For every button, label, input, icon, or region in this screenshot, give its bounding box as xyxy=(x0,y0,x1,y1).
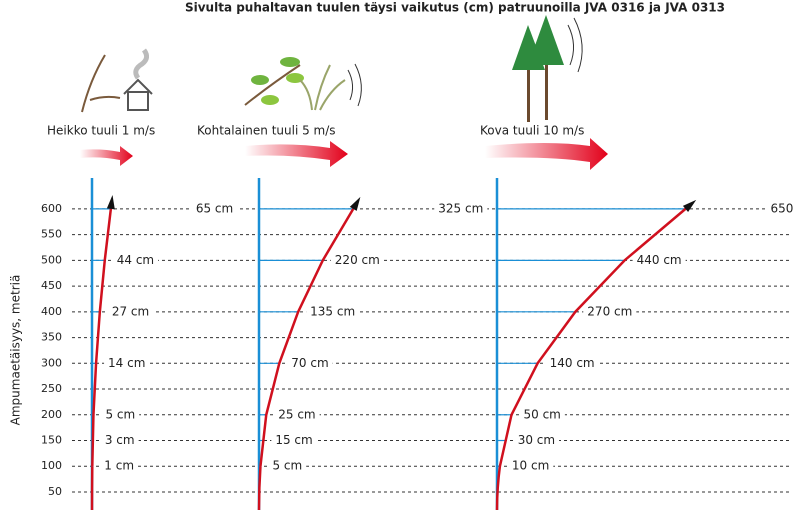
drift-label: 5 cm xyxy=(272,459,302,473)
drift-label: 50 cm xyxy=(524,407,561,421)
y-tick-label: 550 xyxy=(41,228,62,241)
drift-label: 5 cm xyxy=(105,407,135,421)
label-bg xyxy=(100,432,139,449)
panel-title: Heikko tuuli 1 m/s xyxy=(47,124,155,138)
y-tick-label: 600 xyxy=(41,202,62,215)
curve-tail xyxy=(257,466,262,511)
label-bg xyxy=(513,432,560,449)
icon-weak xyxy=(81,48,153,113)
label-bg xyxy=(101,406,140,423)
icon-moderate xyxy=(244,57,362,111)
y-tick-label: 400 xyxy=(41,305,62,318)
drift-label: 135 cm xyxy=(310,304,355,318)
drift-label: 27 cm xyxy=(112,304,149,318)
label-bg xyxy=(107,303,154,320)
icon-strong xyxy=(512,15,583,122)
y-tick-label: 250 xyxy=(41,382,62,395)
label-bg xyxy=(507,458,554,475)
drift-label: 140 cm xyxy=(550,356,595,370)
drift-label: 44 cm xyxy=(117,253,154,267)
y-tick-label: 100 xyxy=(41,459,62,472)
label-bg xyxy=(268,458,307,475)
drift-label: 440 cm xyxy=(637,253,682,267)
y-tick-label: 300 xyxy=(41,356,62,369)
bullet xyxy=(349,196,361,211)
trajectory xyxy=(498,207,687,467)
label-bg xyxy=(274,406,320,423)
bullet xyxy=(682,199,697,212)
y-tick-label: 500 xyxy=(41,253,62,266)
wind-arrow xyxy=(485,138,608,170)
y-tick-label: 150 xyxy=(41,434,62,447)
drift-label: 14 cm xyxy=(108,356,145,370)
wind-arrow xyxy=(80,146,133,166)
label-bg xyxy=(545,355,599,372)
label-bg xyxy=(287,355,333,372)
y-axis-label: Ampumaetäisyys, metriä xyxy=(9,275,23,426)
label-bg xyxy=(100,458,139,475)
label-bg xyxy=(104,355,150,372)
drift-label: 270 cm xyxy=(587,304,632,318)
bullet xyxy=(106,194,115,210)
label-bg xyxy=(112,252,159,269)
drift-label: 10 cm xyxy=(512,459,549,473)
trajectory xyxy=(91,208,113,467)
label-bg xyxy=(330,252,384,269)
label-bg xyxy=(766,200,795,217)
y-tick-label: 50 xyxy=(48,485,62,498)
y-tick-label: 450 xyxy=(41,279,62,292)
drift-label: 70 cm xyxy=(291,356,328,370)
drift-label: 15 cm xyxy=(275,433,312,447)
curve-tail xyxy=(495,466,502,511)
panel-title: Kohtalainen tuuli 5 m/s xyxy=(197,124,336,138)
label-bg xyxy=(519,406,565,423)
label-bg xyxy=(583,303,637,320)
drift-label: 220 cm xyxy=(335,253,380,267)
label-bg xyxy=(271,432,317,449)
wind-arrow xyxy=(245,141,348,167)
drift-label: 650 cm xyxy=(771,201,795,215)
label-bg xyxy=(191,200,238,217)
drift-label: 1 cm xyxy=(104,459,134,473)
y-tick-label: 200 xyxy=(41,408,62,421)
drift-label: 3 cm xyxy=(105,433,135,447)
label-bg xyxy=(632,252,686,269)
label-bg xyxy=(434,200,488,217)
drift-label: 25 cm xyxy=(278,407,315,421)
trajectory xyxy=(259,208,355,467)
panel-title: Kova tuuli 10 m/s xyxy=(480,124,584,138)
drift-label: 30 cm xyxy=(518,433,555,447)
drift-label: 65 cm xyxy=(196,201,233,215)
y-tick-label: 350 xyxy=(41,331,62,344)
label-bg xyxy=(306,303,360,320)
chart-title: Sivulta puhaltavan tuulen täysi vaikutus… xyxy=(185,1,725,15)
drift-label: 325 cm xyxy=(438,201,483,215)
